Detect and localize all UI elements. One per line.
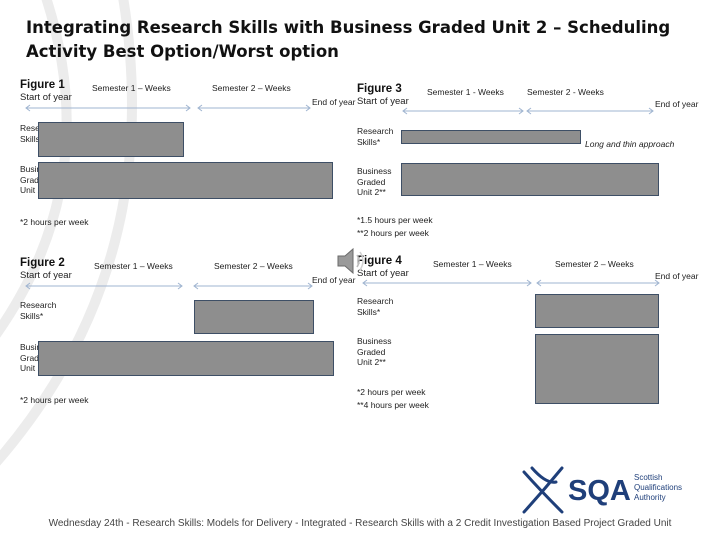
figure-3-business-bar: [401, 163, 659, 196]
figure-3-research-label: Research Skills*: [357, 126, 394, 147]
figure-3-title: Figure 3: [357, 83, 402, 95]
figure-1-title: Figure 1: [20, 79, 65, 91]
figure-3-footnote-1: *1.5 hours per week: [357, 215, 433, 225]
slide-title: Integrating Research Skills with Busines…: [26, 18, 671, 61]
figure-4-business-bar: [535, 334, 659, 404]
figure-2-footnote: *2 hours per week: [20, 395, 89, 405]
figure-1-semester-1-arrow: [24, 104, 192, 112]
sqa-logo-text: SQA: [568, 475, 631, 507]
figure-4-end-label: End of year: [655, 271, 699, 281]
figure-3-research-bar: [401, 130, 581, 144]
figure-1-business-bar: [38, 162, 333, 199]
figure-2: Figure 2 Start of year Semester 1 – Week…: [20, 258, 355, 408]
sqa-logo-sub-1: Scottish: [634, 473, 662, 482]
figure-4-footnote-1: *2 hours per week: [357, 387, 426, 397]
figure-4-title: Figure 4: [357, 255, 402, 267]
figure-4-footnote-2: **4 hours per week: [357, 400, 429, 410]
figure-4-semester-2-arrow: [535, 279, 661, 287]
figure-3-start-label: Start of year: [357, 96, 409, 107]
sqa-logo: SQA Scottish Qualifications Authority: [518, 462, 688, 518]
figure-4-semester-1-label: Semester 1 – Weeks: [433, 259, 512, 269]
figure-3-semester-2-label: Semester 2 - Weeks: [527, 87, 604, 97]
figure-4-research-label: Research Skills*: [357, 296, 394, 317]
figure-1-end-label: End of year: [312, 97, 356, 107]
figure-2-business-bar: [38, 341, 334, 376]
figure-4-business-label: Business Graded Unit 2**: [357, 336, 392, 367]
figure-3-semester-1-label: Semester 1 - Weeks: [427, 87, 504, 97]
figure-2-semester-1-label: Semester 1 – Weeks: [94, 261, 173, 271]
figure-2-title: Figure 2: [20, 257, 65, 269]
figure-2-end-label: End of year: [312, 275, 356, 285]
figure-4-semester-1-arrow: [361, 279, 533, 287]
figure-3-end-label: End of year: [655, 99, 699, 109]
figure-3-annotation: Long and thin approach: [585, 139, 675, 149]
figure-2-semester-1-arrow: [24, 282, 184, 290]
figure-1-research-bar: [38, 122, 184, 157]
speaker-icon[interactable]: [334, 244, 368, 283]
sqa-logo-sub-2: Qualifications: [634, 483, 682, 492]
figure-3-footnote-2: **2 hours per week: [357, 228, 429, 238]
figure-3-semester-2-arrow: [525, 107, 655, 115]
figure-3: Figure 3 Start of year Semester 1 - Week…: [357, 84, 700, 244]
figure-1-start-label: Start of year: [20, 92, 72, 103]
figure-2-research-bar: [194, 300, 314, 334]
figure-4-start-label: Start of year: [357, 268, 409, 279]
figure-3-semester-1-arrow: [401, 107, 525, 115]
sqa-logo-sub-3: Authority: [634, 493, 666, 502]
figure-1-business-label: Business Graded Unit 2*: [20, 164, 55, 195]
figure-3-business-label: Business Graded Unit 2**: [357, 166, 392, 197]
figure-4-semester-2-label: Semester 2 – Weeks: [555, 259, 634, 269]
figure-1-semester-2-arrow: [196, 104, 312, 112]
figure-1-footnote: *2 hours per week: [20, 217, 89, 227]
figure-2-start-label: Start of year: [20, 270, 72, 281]
footer-text: Wednesday 24th - Research Skills: Models…: [48, 518, 672, 529]
figure-4-research-bar: [535, 294, 659, 328]
figure-2-semester-2-arrow: [192, 282, 314, 290]
figure-2-research-label: Research Skills*: [20, 300, 57, 321]
figure-2-semester-2-label: Semester 2 – Weeks: [214, 261, 293, 271]
figure-4: Figure 4 Start of year Semester 1 – Week…: [357, 256, 700, 416]
figure-1-semester-1-label: Semester 1 – Weeks: [92, 83, 171, 93]
figure-1-semester-2-label: Semester 2 – Weeks: [212, 83, 291, 93]
figure-2-business-label: Business Graded Unit 2*: [20, 342, 55, 373]
figure-1: Figure 1 Start of year Semester 1 – Week…: [20, 80, 355, 230]
